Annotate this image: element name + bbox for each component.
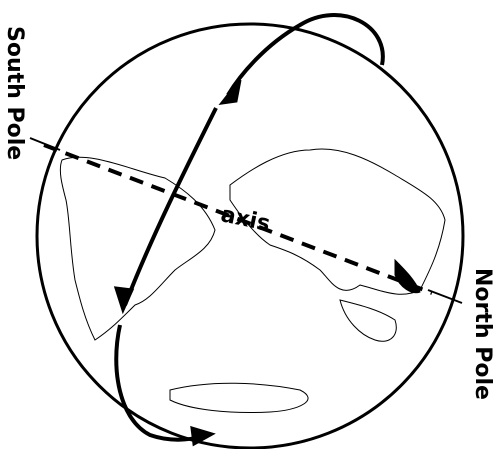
rotation-axis: [43, 143, 433, 295]
continent: [339, 299, 397, 342]
pole-pointer: [29, 137, 61, 151]
arrowhead: [113, 286, 135, 315]
rotation-arrow-bottom: [114, 324, 206, 442]
globe-outline: [35, 22, 465, 449]
rotation-arrow-top: [226, 13, 385, 97]
axis-label: axis: [218, 202, 272, 237]
pole-pointer: [427, 289, 463, 304]
north-pole-label: North Pole: [470, 268, 495, 400]
rotation-arrow-front: [123, 107, 218, 306]
south-pole-label: South Pole: [2, 26, 27, 160]
arrowhead: [218, 79, 242, 106]
continent: [169, 382, 309, 413]
arrowhead: [190, 425, 216, 447]
continent: [59, 156, 216, 341]
continent: [229, 148, 446, 295]
